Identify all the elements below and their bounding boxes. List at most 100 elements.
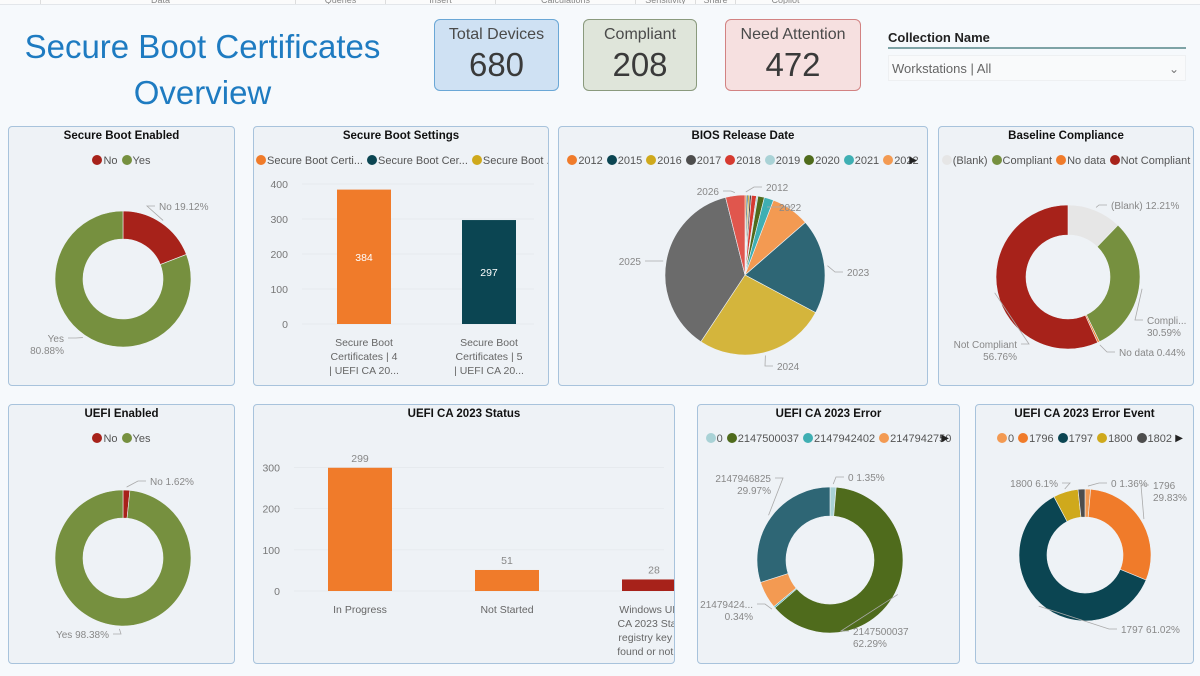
slice-no[interactable] [122, 210, 187, 265]
legend-label: 2021 [854, 155, 880, 167]
legend-marker-icon [802, 433, 813, 443]
legend-marker-icon [1056, 155, 1067, 165]
ribbon-tab-copilot[interactable]: Copilot [735, 0, 835, 4]
legend-marker-icon [367, 155, 377, 165]
legend-item-compliant[interactable]: Compliant [991, 155, 1053, 167]
slice-2024[interactable] [700, 274, 816, 356]
slice-2026[interactable] [725, 194, 746, 276]
legend-marker-icon [991, 155, 1002, 165]
leader-line [1087, 482, 1107, 487]
slice-yes[interactable] [54, 489, 192, 627]
legend-label: Compliant [1002, 155, 1053, 167]
bar-2[interactable] [462, 220, 516, 324]
data-label-not-compliant: Not Compliant 56.76% [954, 340, 1018, 363]
ribbon-tab-data[interactable]: Data [40, 0, 280, 4]
legend-next-arrow-icon[interactable]: ▶ [1175, 433, 1183, 444]
legend-item-yes[interactable]: Yes [121, 433, 151, 445]
legend-item-1797[interactable]: 1797 [1057, 433, 1093, 445]
legend-item-2021[interactable]: 2021 [843, 155, 880, 167]
legend-label: 1800 [1108, 433, 1133, 445]
legend-item-2019[interactable]: 2019 [764, 155, 800, 167]
slice-1796[interactable] [1087, 488, 1152, 581]
slice-1797[interactable] [1018, 496, 1147, 622]
legend-next-arrow-icon[interactable]: ▶ [941, 433, 949, 444]
legend-item-blank[interactable]: (Blank) [941, 155, 988, 167]
slice-not-compliant[interactable] [995, 204, 1099, 350]
ribbon-tab-calculations[interactable]: Calculations [495, 0, 635, 4]
chart-title: Baseline Compliance [1008, 130, 1124, 142]
pie-chart-svg: 0 1.35% 2147500037 62.29% 21479424... 0.34% 2… [700, 473, 909, 650]
legend-item-1796[interactable]: 1796 [1018, 433, 1054, 445]
bar-value-label: 28 [648, 564, 660, 576]
legend-item-2015[interactable]: 2015 [606, 155, 642, 167]
card-bios-release-date[interactable]: 2012 2022 2023 2024 2025 2026 BIOS Release Dat… [558, 126, 928, 386]
legend-item-no[interactable]: No [92, 155, 118, 167]
legend-label: 2147942402 [813, 433, 876, 445]
card-uefi-enabled[interactable]: No 1.62% Yes 98.38% UEFI Enabled No Yes [8, 404, 235, 664]
data-label-0: 0 1.36% [1111, 479, 1148, 490]
legend-item-2022[interactable]: 2022 [883, 155, 919, 167]
collection-name-dropdown[interactable]: Workstations | All ⌄ [888, 55, 1186, 81]
legend-marker-icon [1109, 155, 1120, 165]
legend-item-0[interactable]: 0 [705, 433, 723, 445]
leader-line [768, 477, 784, 516]
card-uefi-ca-2023-error-event[interactable]: 0 1.36% 1796 29.83% 1797 61.02% 1800 6.1% UEF… [975, 404, 1194, 664]
legend-item-not-compliant[interactable]: Not Compliant [1109, 155, 1190, 167]
ribbon-tab-insert[interactable]: Insert [385, 0, 495, 4]
chart-title: UEFI Enabled [84, 408, 159, 420]
legend-item-2017[interactable]: 2017 [685, 155, 721, 167]
legend-item-secure-boot-cer[interactable]: Secure Boot Cer... [367, 155, 468, 167]
legend-next-arrow-icon[interactable]: ▶ [909, 155, 917, 166]
card-baseline-compliance[interactable]: (Blank) 12.21% Compli... 30.59% No data 0.4… [938, 126, 1194, 386]
legend-item-no[interactable]: No [92, 433, 118, 445]
legend-item-0[interactable]: 0 [996, 433, 1014, 445]
slice-yes[interactable] [54, 210, 192, 348]
data-label-1800: 1800 6.1% [1010, 479, 1058, 490]
card-uefi-ca-2023-status[interactable]: 0 100 200 300 299 In Progress 51 Not Started 28 W… [253, 404, 675, 664]
ribbon-tab-sensitivity[interactable]: Sensitivity [635, 0, 695, 4]
legend-label: Secure Boot ... [482, 155, 548, 167]
slice-compliant[interactable] [1085, 224, 1141, 343]
slice-2147500037[interactable] [774, 486, 904, 634]
legend-item-2147942402[interactable]: 2147942402 [802, 433, 876, 445]
legend-item-2016[interactable]: 2016 [646, 155, 682, 167]
slice-2025[interactable] [664, 197, 746, 343]
legend-label: 2012 [578, 155, 603, 167]
slice-2147946825[interactable] [756, 486, 831, 583]
legend-item-secure-boot[interactable]: Secure Boot ... [471, 155, 548, 167]
legend-item-secure-boot-certi[interactable]: Secure Boot Certi... [256, 155, 363, 167]
legend-item-2020[interactable]: 2020 [804, 155, 840, 167]
bar-2[interactable] [475, 569, 539, 591]
ribbon-tab-share[interactable]: Share [695, 0, 735, 4]
legend-item-2012[interactable]: 2012 [567, 155, 603, 167]
bar-1[interactable] [328, 467, 392, 591]
data-label-1796: 1796 29.83% [1153, 481, 1187, 504]
chevron-down-icon[interactable]: ⌄ [1168, 62, 1179, 76]
leader-line [723, 190, 736, 193]
legend-item-1802[interactable]: 1802 [1136, 433, 1172, 445]
legend-marker-icon [646, 155, 657, 165]
legend-marker-icon [1136, 433, 1147, 443]
bar-1[interactable] [337, 189, 391, 324]
bar-3[interactable] [622, 579, 674, 591]
card-uefi-ca-2023-error[interactable]: 0 1.35% 2147500037 62.29% 21479424... 0.34% 2… [697, 404, 960, 664]
legend-item-1800[interactable]: 1800 [1097, 433, 1133, 445]
legend-label: No data [1067, 155, 1106, 167]
ribbon-tab-queries[interactable]: Queries [295, 0, 385, 4]
legend-marker-icon [92, 155, 103, 165]
chart-legend: 0 1796 1797 1800 1802 ▶ [976, 433, 1193, 445]
legend-item-yes[interactable]: Yes [121, 155, 151, 167]
slice-1802[interactable] [1077, 488, 1086, 518]
card-secure-boot-enabled[interactable]: No 19.12% Yes 80.88% Secure Boot Enabled No Y… [8, 126, 235, 386]
leader-line [764, 355, 773, 367]
legend-item-2147942750[interactable]: 2147942750 [879, 433, 951, 445]
legend-item-2018[interactable]: 2018 [725, 155, 761, 167]
legend-item-2147500037[interactable]: 2147500037 [726, 433, 799, 445]
data-label-2023: 2023 [847, 268, 870, 279]
legend-marker-icon [1097, 433, 1108, 443]
card-secure-boot-settings[interactable]: 0 100 200 300 400 384 Secure Boot Certificates … [253, 126, 549, 386]
pie-chart-svg: No 19.12% Yes 80.88% [30, 202, 209, 357]
slice-2023[interactable] [744, 222, 826, 314]
legend-item-no-data[interactable]: No data [1056, 155, 1106, 167]
